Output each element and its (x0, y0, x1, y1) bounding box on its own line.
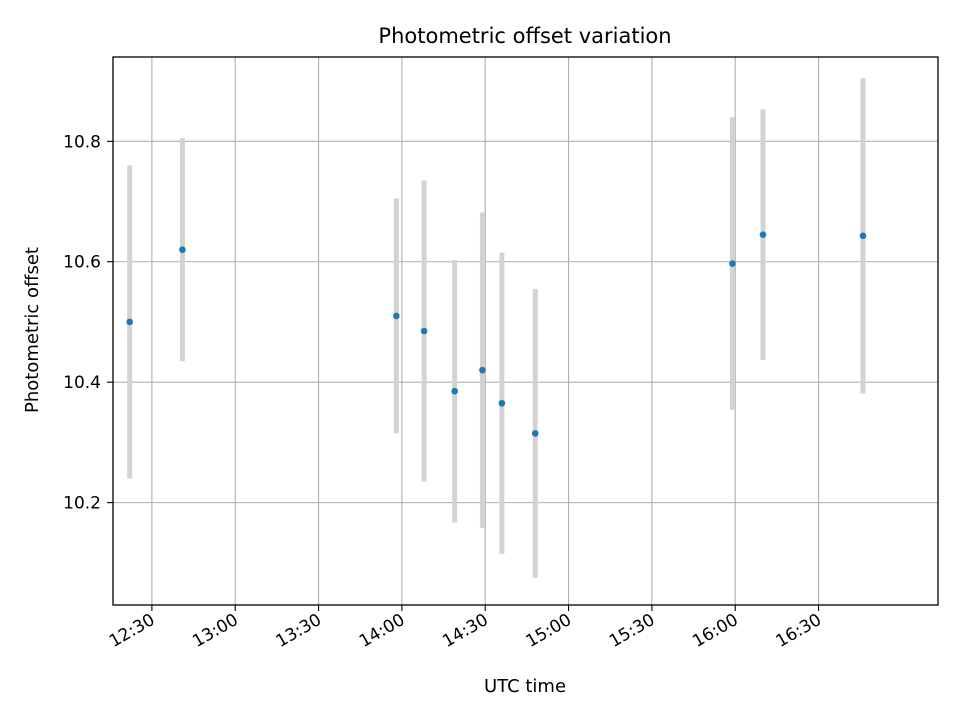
y-tick-label: 10.2 (63, 494, 101, 514)
data-point (729, 260, 736, 267)
data-point (859, 232, 867, 240)
data-point (759, 231, 767, 238)
grid (113, 57, 938, 605)
data-point (420, 327, 428, 335)
y-axis-ticks: 10.2 10.4 10.6 10.8 (63, 132, 113, 514)
x-tick-label: 13:00 (189, 610, 241, 652)
data-points (126, 231, 867, 437)
y-axis-label: Photometric offset (22, 247, 43, 413)
x-axis-label: UTC time (484, 676, 566, 697)
y-tick-label: 10.6 (63, 253, 101, 273)
data-point (393, 312, 400, 320)
x-tick-label: 12:30 (106, 610, 158, 652)
data-point (531, 430, 539, 437)
chart-title: Photometric offset variation (378, 24, 671, 48)
x-tick-label: 14:30 (439, 610, 491, 652)
x-tick-label: 16:30 (773, 610, 825, 652)
x-tick-label: 15:00 (523, 610, 575, 652)
data-point (126, 318, 133, 326)
y-tick-label: 10.8 (63, 132, 101, 152)
y-tick-label: 10.4 (63, 373, 101, 393)
data-point (179, 246, 186, 254)
plot-frame (112, 56, 939, 606)
data-point (479, 366, 486, 374)
x-tick-label: 16:00 (689, 610, 741, 652)
x-tick-label: 14:00 (356, 610, 408, 652)
x-tick-label: 15:30 (606, 610, 658, 652)
x-axis-ticks: 12:30 13:00 13:30 14:00 14:30 15:00 15:30 16:00… (106, 605, 825, 652)
data-point (451, 387, 458, 395)
x-tick-label: 13:30 (273, 610, 325, 652)
data-point (498, 399, 506, 407)
